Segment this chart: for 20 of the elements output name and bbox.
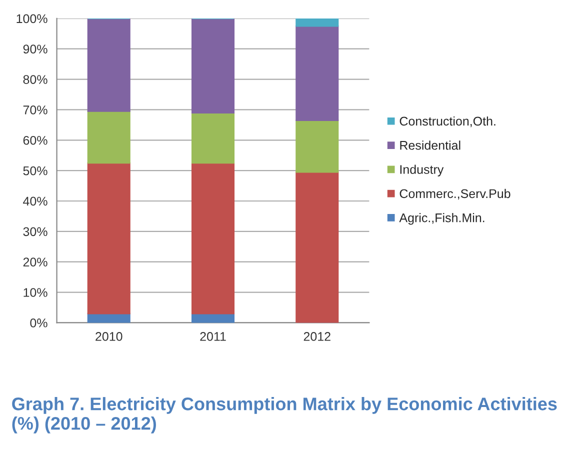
legend-label: Agric.,Fish.Min. (399, 213, 484, 225)
y-tick-label: 80% (23, 75, 48, 84)
y-tick-label: 40% (23, 196, 48, 206)
x-tick-label: 2012 (304, 332, 330, 341)
x-tick-label: 2011 (200, 332, 226, 341)
legend-label: Construction,Oth. (400, 116, 496, 128)
y-tick-label: 100% (16, 14, 48, 24)
y-tick-label: 90% (23, 44, 48, 54)
y-tick-label: 60% (23, 136, 48, 145)
text: Graph 7. Electricity Consumption Matrix by Economic Activities (%) (2010 – 2012) (12, 397, 557, 434)
y-tick-label: 30% (23, 227, 48, 236)
legend-label: Commerc.,Serv.Pub (400, 188, 510, 200)
y-tick-label: 50% (23, 166, 48, 176)
y-tick-label: 20% (23, 258, 48, 266)
y-tick-label: 70% (23, 106, 48, 114)
legend-label: Residential (400, 140, 460, 150)
x-tick-label: 2010 (96, 332, 122, 341)
legend-label: Industry (400, 164, 444, 176)
y-tick-label: 0% (30, 318, 48, 328)
y-tick-label: 10% (24, 288, 48, 297)
